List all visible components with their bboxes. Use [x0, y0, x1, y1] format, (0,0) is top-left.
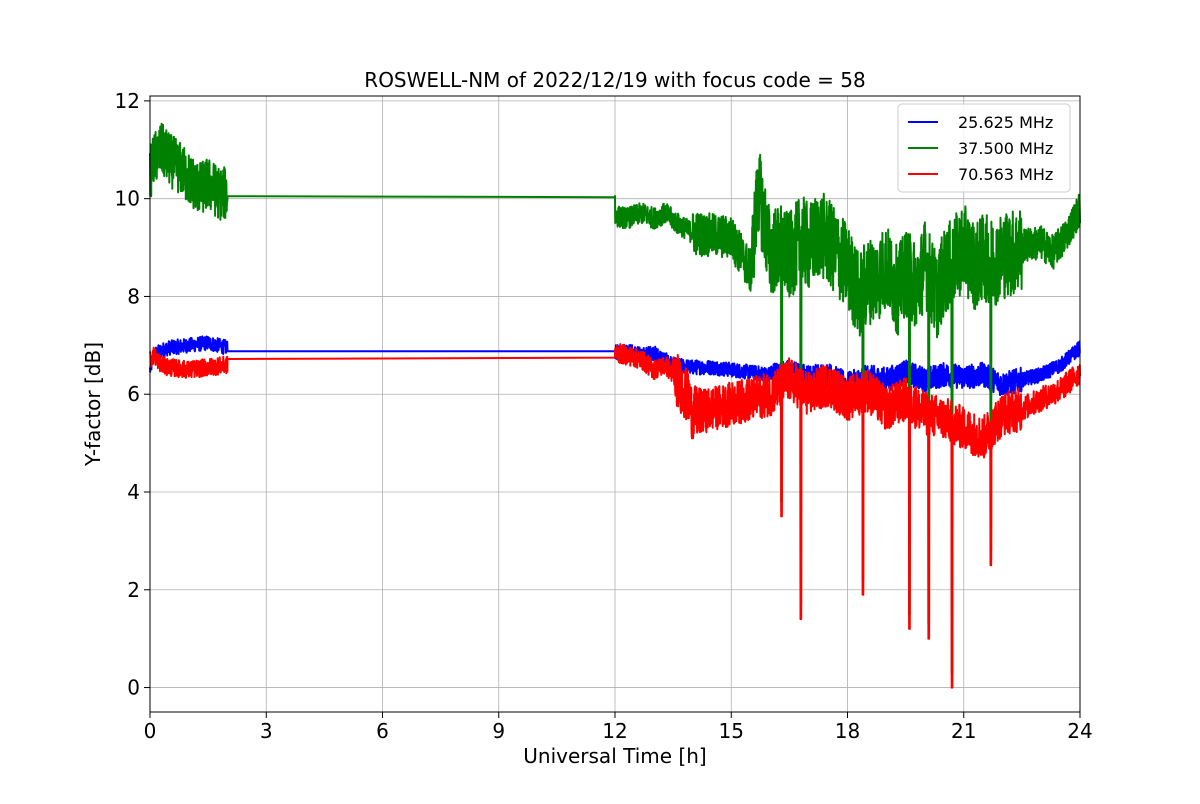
y-tick-label: 6 [127, 382, 140, 406]
x-tick-label: 6 [376, 719, 389, 743]
series-lines [149, 122, 1081, 689]
legend-label: 70.563 MHz [958, 165, 1053, 184]
y-tick-label: 4 [127, 480, 140, 504]
y-tick-label: 0 [127, 676, 140, 700]
y-axis-label: Y-factor [dB] [81, 342, 105, 467]
x-tick-label: 0 [144, 719, 157, 743]
legend: 25.625 MHz 37.500 MHz 70.563 MHz [897, 103, 1071, 193]
chart-title: ROSWELL-NM of 2022/12/19 with focus code… [364, 68, 865, 92]
x-tick-label: 15 [719, 719, 744, 743]
x-tick-label: 18 [835, 719, 860, 743]
legend-label: 25.625 MHz [958, 113, 1053, 132]
y-tick-label: 8 [127, 284, 140, 308]
legend-box [897, 103, 1071, 193]
x-axis-label: Universal Time [h] [523, 744, 706, 768]
y-tick-label: 12 [115, 89, 140, 113]
series-line-1 [149, 122, 1081, 674]
x-tick-label: 9 [492, 719, 505, 743]
x-tick-label: 3 [260, 719, 273, 743]
x-tick-label: 12 [602, 719, 627, 743]
x-tick-label: 21 [951, 719, 976, 743]
y-tick-label: 10 [115, 187, 140, 211]
x-tick-label: 24 [1067, 719, 1092, 743]
y-tick-label: 2 [127, 578, 140, 602]
series-line-2 [149, 343, 1081, 689]
legend-label: 37.500 MHz [958, 139, 1053, 158]
